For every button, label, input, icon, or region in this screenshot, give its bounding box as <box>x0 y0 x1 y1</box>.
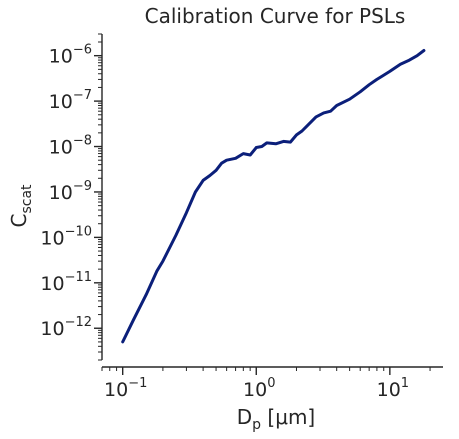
y-axis: 10−12 10−11 10−10 10−9 10−8 10−7 10−6 <box>40 33 103 361</box>
y-axis-label: Cscat <box>7 184 35 228</box>
y-tick-label: 10−10 <box>40 224 92 249</box>
y-tick-label: 10−9 <box>49 179 92 204</box>
y-tick-label: 10−8 <box>49 134 92 159</box>
x-axis-label: Dp [μm] <box>237 405 315 433</box>
y-tick-label: 10−12 <box>40 315 92 340</box>
x-axis: 10−1 100 101 <box>101 366 443 401</box>
y-tick-label: 10−7 <box>49 88 92 113</box>
x-tick-label: 101 <box>377 376 409 401</box>
series-line <box>121 49 426 344</box>
y-tick-label: 10−11 <box>40 270 92 295</box>
x-tick-label: 100 <box>243 376 275 401</box>
x-tick-label: 10−1 <box>104 376 147 401</box>
y-tick-label: 10−6 <box>49 43 92 68</box>
series-layer <box>121 49 426 344</box>
chart-title: Calibration Curve for PSLs <box>145 4 406 28</box>
